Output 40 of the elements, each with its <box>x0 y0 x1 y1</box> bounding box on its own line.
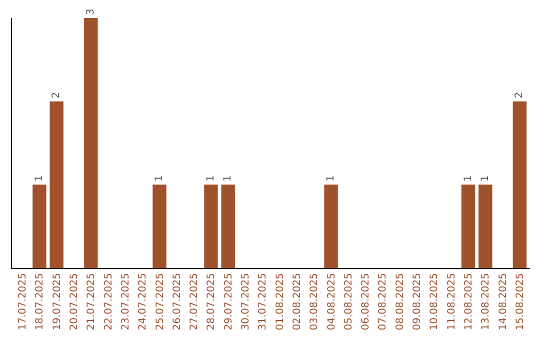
x-tick-label: 02.08.2025 <box>292 273 303 330</box>
x-tick-label: 28.07.2025 <box>206 273 218 330</box>
x-tick-label: 26.07.2025 <box>172 273 183 330</box>
x-tick-label: 04.08.2025 <box>326 273 338 330</box>
x-tick-label: 08.08.2025 <box>394 273 406 330</box>
x-tick-label: 03.08.2025 <box>309 273 320 330</box>
x-tick-label: 06.08.2025 <box>360 273 372 330</box>
x-tick-label: 19.07.2025 <box>52 273 63 330</box>
data-label: 2 <box>51 92 62 98</box>
x-tick-label: 10.08.2025 <box>429 273 440 330</box>
x-tick-label: 21.07.2025 <box>86 273 98 330</box>
x-tick-label: 23.07.2025 <box>120 273 132 330</box>
data-label: 1 <box>154 175 166 182</box>
x-tick-label: 11.08.2025 <box>446 273 458 330</box>
x-tick-label: 14.08.2025 <box>498 273 509 330</box>
x-tick-label: 18.07.2025 <box>34 273 46 330</box>
x-tick-label: 25.07.2025 <box>154 273 166 330</box>
x-tick-label: 17.07.2025 <box>18 273 29 330</box>
data-label: 3 <box>85 8 96 15</box>
data-label: 1 <box>222 175 234 182</box>
x-tick-label: 12.08.2025 <box>464 273 474 330</box>
data-label: 1 <box>462 175 474 182</box>
x-tick-label: 30.07.2025 <box>240 273 252 330</box>
x-tick-label: 01.08.2025 <box>274 273 286 330</box>
x-tick-label: 05.08.2025 <box>343 273 354 330</box>
data-label: 1 <box>34 175 45 182</box>
data-label: 1 <box>205 175 216 182</box>
x-tick-label: 20.07.2025 <box>69 273 80 330</box>
x-tick-label: 15.08.2025 <box>514 273 526 330</box>
x-tick-label: 07.08.2025 <box>378 273 389 330</box>
x-tick-label: 31.07.2025 <box>258 273 269 330</box>
data-label: 1 <box>480 175 491 182</box>
x-tick-label: 24.07.2025 <box>138 273 149 330</box>
x-tick-label: 29.07.2025 <box>223 273 234 330</box>
data-label: 1 <box>326 175 337 182</box>
x-tick-label: 27.07.2025 <box>189 273 200 330</box>
data-label: 2 <box>514 92 526 98</box>
x-tick-label: 09.08.2025 <box>412 273 424 330</box>
x-tick-label: 13.08.2025 <box>480 273 492 330</box>
x-tick-label: 22.07.2025 <box>103 273 114 330</box>
